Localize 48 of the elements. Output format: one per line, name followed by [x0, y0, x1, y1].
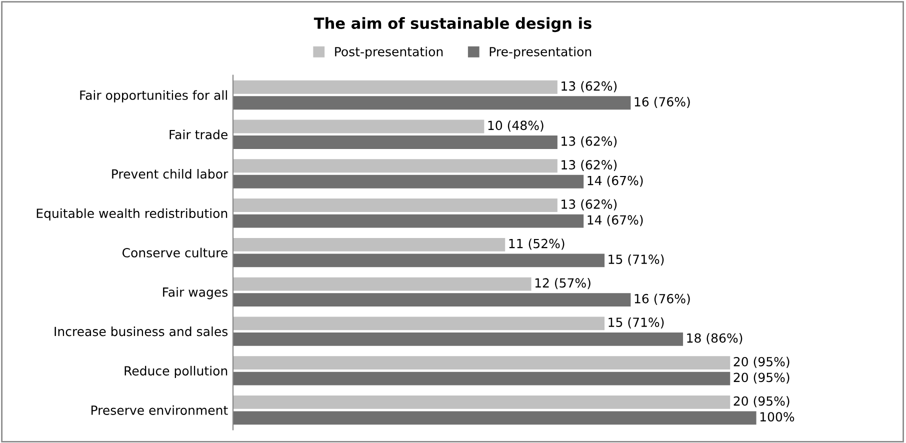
y-tick-label: Fair wages	[163, 287, 228, 300]
bar	[233, 254, 605, 268]
data-label: 10 (48%)	[488, 120, 544, 132]
bar	[233, 238, 506, 252]
bar	[233, 120, 484, 134]
data-label: 16 (76%)	[634, 294, 690, 305]
bar	[233, 198, 558, 212]
bar	[233, 159, 558, 173]
bar	[233, 332, 684, 346]
data-label: 12 (57%)	[535, 278, 590, 290]
y-tick-label: Prevent child labor	[112, 169, 228, 179]
bar	[233, 214, 584, 228]
bar	[233, 411, 756, 425]
y-tick-label: Preserve environment	[91, 405, 228, 415]
data-label: 20 (95%)	[734, 372, 790, 384]
legend-label: Post-presentation	[335, 46, 443, 59]
data-label: 15 (71%)	[608, 317, 664, 328]
data-label: 13 (62%)	[562, 160, 617, 171]
y-tick-label: Conserve culture	[122, 248, 228, 258]
data-label: 20 (95%)	[734, 356, 790, 368]
data-label: 14 (67%)	[588, 176, 643, 187]
data-label: 16 (76%)	[634, 96, 690, 108]
bar	[233, 293, 631, 306]
bar	[233, 372, 730, 386]
data-label: 13 (62%)	[562, 136, 617, 148]
y-tick-label: Fair opportunities for all	[80, 90, 227, 102]
bar	[233, 174, 584, 188]
bar	[233, 277, 532, 291]
data-label: 20 (95%)	[734, 396, 790, 408]
bar	[233, 96, 631, 110]
bar	[233, 395, 730, 409]
y-tick-label: Increase business and sales	[54, 326, 228, 336]
data-label: 11 (52%)	[509, 238, 564, 250]
chart-title: The aim of sustainable design is	[314, 17, 592, 32]
bar	[233, 356, 730, 370]
y-tick-label: Reduce pollution	[124, 366, 228, 378]
legend-label: Pre-presentation	[490, 46, 592, 59]
data-label: 18 (86%)	[687, 333, 742, 344]
bar	[233, 80, 558, 94]
bar	[233, 316, 605, 330]
y-tick-label: Equitable wealth redistribution	[36, 208, 228, 220]
data-label: 100%	[760, 412, 794, 422]
bar	[233, 136, 558, 149]
data-label: 14 (67%)	[588, 214, 643, 226]
y-tick-label: Fair trade	[170, 130, 228, 140]
data-label: 15 (71%)	[608, 254, 664, 266]
data-label: 13 (62%)	[562, 81, 617, 92]
data-label: 13 (62%)	[562, 199, 617, 210]
